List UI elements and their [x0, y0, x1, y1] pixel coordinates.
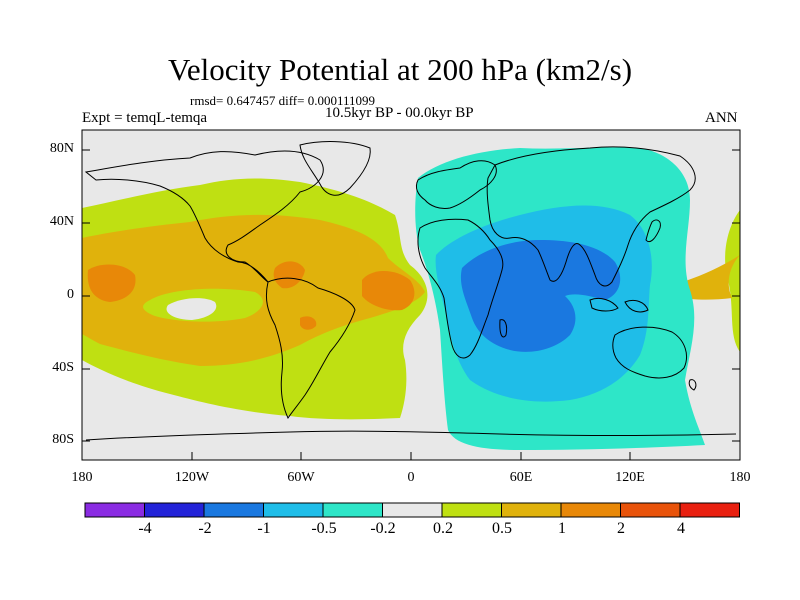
y-tick-label: 0 — [67, 287, 74, 302]
colorbar-label: -2 — [198, 520, 212, 537]
colorbar-label: 0.5 — [492, 520, 512, 537]
y-tick-label: 80N — [49, 141, 74, 156]
contour-hole-grey — [166, 298, 217, 320]
contour-positive-1-west — [87, 264, 136, 302]
colorbar-box — [203, 502, 264, 518]
y-axis-ticks — [82, 149, 740, 442]
colorbar-label: -0.2 — [370, 520, 396, 537]
stats-text: rmsd= 0.647457 diff= 0.000111099 — [190, 93, 375, 108]
y-tick-label: 40S — [52, 360, 74, 375]
experiment-label: Expt = temqL-temqa — [82, 110, 208, 126]
colorbar-box — [620, 502, 681, 518]
contour-positive-0.5 — [82, 214, 425, 366]
colorbar-label: 4 — [677, 520, 685, 537]
colorbar-box — [560, 502, 621, 518]
colorbar-box — [501, 502, 562, 518]
x-tick-label: 180 — [729, 470, 751, 485]
colorbar-label: 0.2 — [433, 520, 453, 537]
x-tick-label: 180 — [71, 470, 93, 485]
colorbar — [84, 502, 740, 518]
contour-positive-1-atlantic — [362, 271, 415, 311]
y-tick-label: 40N — [49, 214, 74, 229]
contour-positive-0.2-east — [725, 210, 740, 352]
x-tick-label: 60E — [509, 470, 533, 485]
map-title: Velocity Potential at 200 hPa (km2/s) — [167, 52, 633, 87]
colorbar-box — [382, 502, 443, 518]
colorbar-label: 2 — [617, 520, 625, 537]
x-tick-label: 60W — [287, 470, 315, 485]
colorbar-box — [441, 502, 502, 518]
contour-positive-1-amazon — [273, 261, 305, 289]
colorbar-label: -1 — [257, 520, 271, 537]
contour-positive-1-brazil — [300, 316, 317, 330]
x-tick-label: 120W — [174, 470, 210, 485]
colorbar-box — [679, 502, 740, 518]
colorbar-box — [263, 502, 324, 518]
coastlines — [84, 141, 737, 441]
colorbar-box — [144, 502, 205, 518]
colorbar-box — [84, 502, 145, 518]
contour-negative-1 — [460, 240, 621, 352]
x-axis-ticks — [81, 452, 741, 460]
colorbar-label: 1 — [558, 520, 566, 537]
period-label: 10.5kyr BP - 00.0kyr BP — [325, 105, 474, 121]
x-tick-label: 120E — [615, 470, 645, 485]
colorbar-label: -0.5 — [311, 520, 337, 537]
colorbar-box — [322, 502, 383, 518]
x-tick-label: 0 — [407, 470, 415, 485]
colorbar-label: -4 — [138, 520, 152, 537]
season-label: ANN — [705, 110, 738, 126]
y-tick-label: 80S — [52, 432, 74, 447]
